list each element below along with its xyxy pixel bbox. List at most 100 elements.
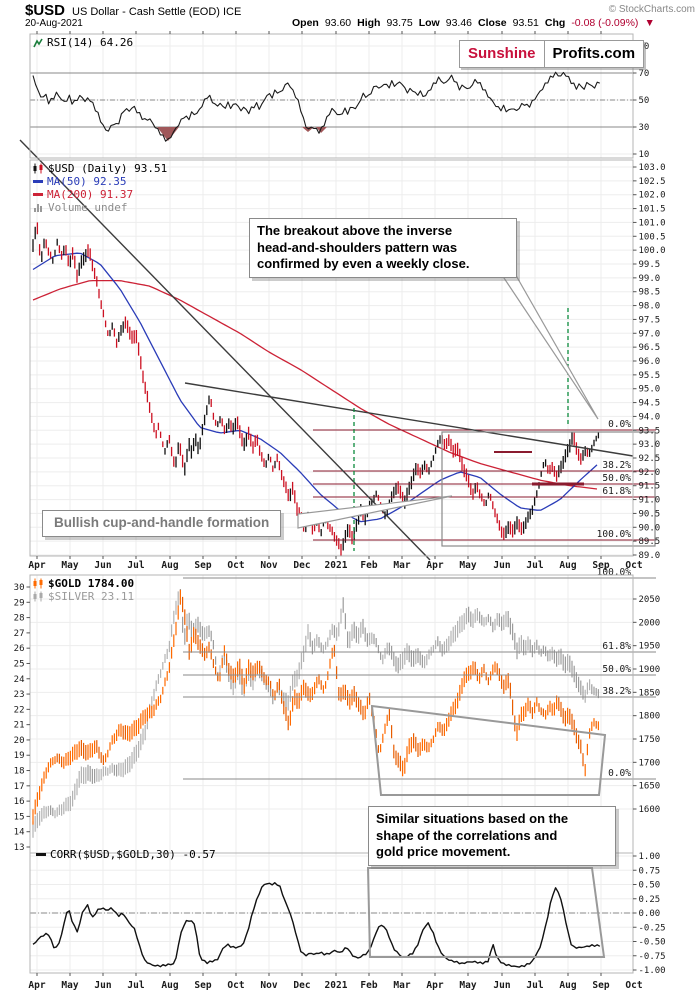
chart-date: 20-Aug-2021 [25,18,83,29]
gold-legend: $GOLD 1784.00 $SILVER 23.11 [33,577,134,603]
svg-text:Jun: Jun [94,980,111,991]
svg-text:Feb: Feb [360,980,377,991]
gold-candlestick-icon [33,578,43,589]
svg-text:1800: 1800 [639,712,661,722]
svg-text:91.5: 91.5 [639,482,661,492]
svg-text:102.0: 102.0 [639,191,666,201]
svg-text:91.0: 91.0 [639,496,661,506]
svg-text:98.5: 98.5 [639,288,661,298]
sunshine-profits-logo: Sunshine Profits.com [459,40,645,68]
svg-text:Sep: Sep [592,560,609,571]
svg-text:1600: 1600 [639,805,661,815]
breakout-annotation: The breakout above the inverse head-and-… [249,218,517,278]
svg-text:Aug: Aug [559,560,576,571]
svg-text:Jun: Jun [493,980,510,991]
svg-text:94.5: 94.5 [639,399,661,409]
svg-text:-0.25: -0.25 [639,923,666,933]
svg-text:22: 22 [14,705,25,715]
svg-text:Aug: Aug [161,560,178,571]
svg-text:Mar: Mar [393,560,410,571]
svg-text:14: 14 [14,828,25,838]
volume-legend-label: Volume undef [48,201,128,214]
svg-text:Jul: Jul [526,560,543,571]
chg-down-arrow-icon: ▼ [644,17,655,29]
svg-text:1750: 1750 [639,735,661,745]
svg-text:90.0: 90.0 [639,523,661,533]
similar-line-2: shape of the correlations and [376,827,558,843]
svg-text:97.0: 97.0 [639,329,661,339]
svg-text:0.25: 0.25 [639,895,661,905]
close-value: 93.51 [512,17,539,29]
svg-text:89.5: 89.5 [639,537,661,547]
main-legend: $USD (Daily) 93.51 MA(50) 92.35 MA(200) … [33,162,167,214]
svg-text:17: 17 [14,782,25,792]
svg-text:15: 15 [14,812,25,822]
chg-label: Chg [544,17,566,29]
rsi-indicator-icon [33,38,43,47]
svg-text:0.00: 0.00 [639,909,661,919]
svg-text:99.5: 99.5 [639,260,661,270]
svg-text:13: 13 [14,843,25,853]
symbol-description: US Dollar - Cash Settle (EOD) ICE [72,6,242,18]
svg-text:0.75: 0.75 [639,866,661,876]
svg-text:May: May [61,980,78,991]
svg-text:-0.50: -0.50 [639,938,666,948]
candlestick-icon [33,163,43,174]
svg-text:99.0: 99.0 [639,274,661,284]
svg-text:Apr: Apr [28,980,45,991]
svg-text:May: May [61,560,78,571]
svg-text:61.8%: 61.8% [602,486,631,497]
svg-text:38.2%: 38.2% [602,686,631,697]
similar-line-1: Similar situations based on the [376,811,569,826]
gold-legend-label: $GOLD 1784.00 [48,577,135,590]
svg-text:May: May [459,560,476,571]
svg-text:1900: 1900 [639,665,661,675]
rsi-legend-label: RSI(14) 64.26 [47,36,134,49]
svg-text:Jun: Jun [493,560,510,571]
open-value: 93.60 [324,17,352,29]
symbol-title: $USD [25,2,66,19]
svg-text:95.0: 95.0 [639,385,661,395]
svg-text:20: 20 [14,736,25,746]
svg-text:Mar: Mar [393,980,410,991]
cup-handle-annotation: Bullish cup-and-handle formation [42,510,282,537]
ma200-swatch-icon [33,193,43,196]
svg-text:61.8%: 61.8% [602,641,631,652]
svg-text:2000: 2000 [639,618,661,628]
corr-swatch-icon [36,853,46,856]
svg-text:97.5: 97.5 [639,315,661,325]
svg-text:100.0%: 100.0% [597,567,632,578]
svg-text:93.5: 93.5 [639,426,661,436]
svg-text:93.0: 93.0 [639,440,661,450]
svg-text:89.0: 89.0 [639,551,661,561]
svg-text:96.0: 96.0 [639,357,661,367]
svg-text:21: 21 [14,721,25,731]
svg-text:25: 25 [14,659,25,669]
ma200-legend-label: MA(200) 91.37 [47,188,134,201]
svg-text:Apr: Apr [426,560,443,571]
svg-text:1700: 1700 [639,758,661,768]
svg-text:Oct: Oct [625,980,642,991]
ma50-legend-label: MA(50) 92.35 [47,175,127,188]
svg-text:Apr: Apr [28,560,45,571]
svg-text:Jul: Jul [127,980,144,991]
svg-text:98.0: 98.0 [639,302,661,312]
svg-text:16: 16 [14,797,25,807]
breakout-line-3: confirmed by even a weekly close. [257,256,470,271]
svg-text:-0.75: -0.75 [639,952,666,962]
svg-text:Sep: Sep [194,560,211,571]
logo-right-text: Profits.com [543,41,644,67]
breakout-line-1: The breakout above the inverse [257,223,453,238]
svg-text:94.0: 94.0 [639,412,661,422]
svg-text:1850: 1850 [639,688,661,698]
svg-text:Dec: Dec [293,980,310,991]
svg-text:28: 28 [14,614,25,624]
open-label: Open [292,17,319,29]
svg-text:2021: 2021 [325,980,348,991]
svg-text:101.5: 101.5 [639,205,666,215]
svg-text:-1.00: -1.00 [639,966,666,976]
svg-text:70: 70 [639,69,650,79]
low-value: 93.46 [445,17,473,29]
copyright: © StockCharts.com [608,4,695,15]
svg-text:1.00: 1.00 [639,852,661,862]
